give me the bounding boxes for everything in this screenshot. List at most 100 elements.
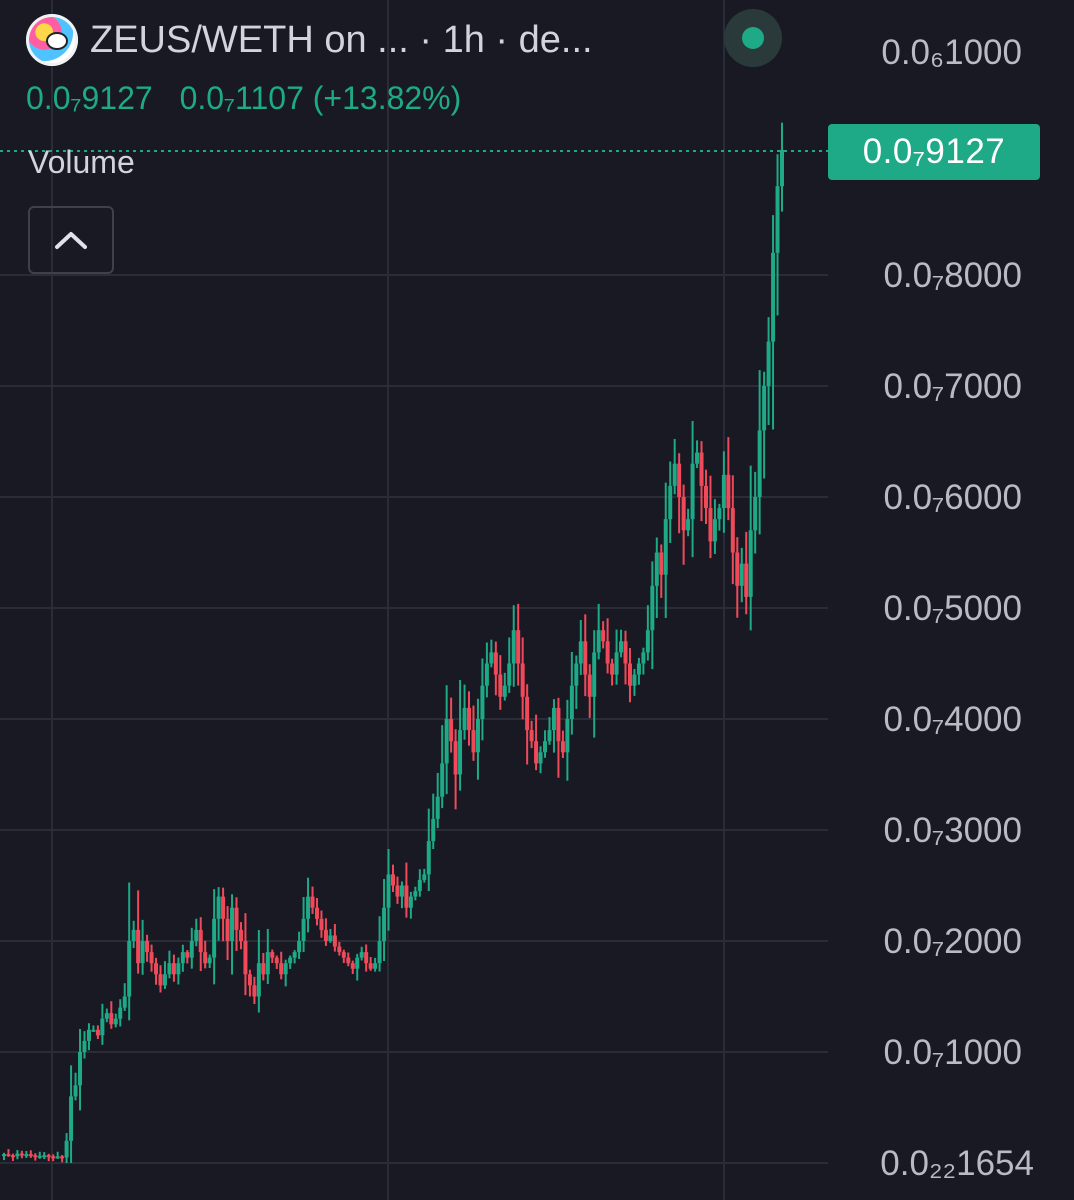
candle-up bbox=[399, 885, 404, 897]
candle-down bbox=[19, 1153, 24, 1156]
candle-up bbox=[632, 674, 637, 686]
candle-up bbox=[780, 149, 784, 187]
candle-up bbox=[64, 1140, 69, 1158]
price-axis-tick-label: 0.0₇6000 bbox=[883, 478, 1022, 517]
candle-down bbox=[337, 946, 342, 953]
candle-up bbox=[413, 891, 418, 897]
candle-down bbox=[314, 907, 319, 919]
candle-up bbox=[619, 641, 624, 653]
candle-up bbox=[511, 630, 516, 664]
live-status-button[interactable] bbox=[724, 9, 782, 67]
candle-up bbox=[176, 963, 181, 975]
collapse-button[interactable] bbox=[28, 206, 114, 274]
candle-down bbox=[735, 552, 740, 586]
candle-up bbox=[256, 963, 261, 997]
candle-down bbox=[681, 497, 686, 531]
price-axis-tick-label: 0.0₇1000 bbox=[883, 1033, 1022, 1072]
candle-up bbox=[668, 485, 673, 520]
candle-up bbox=[212, 918, 217, 958]
candle-up bbox=[180, 952, 185, 964]
candle-up bbox=[431, 818, 436, 842]
candle-down bbox=[610, 663, 615, 675]
candle-down bbox=[319, 918, 324, 930]
candle-up bbox=[265, 952, 270, 975]
candle-up bbox=[569, 685, 574, 719]
candle-up bbox=[636, 663, 641, 675]
candle-up bbox=[194, 929, 199, 941]
candle-up bbox=[551, 707, 556, 731]
candle-up bbox=[37, 1155, 42, 1158]
candle-down bbox=[744, 563, 749, 597]
candle-up bbox=[73, 1085, 78, 1097]
candle-down bbox=[627, 663, 632, 686]
candle-up bbox=[748, 530, 753, 597]
candle-up bbox=[547, 730, 552, 742]
ohlc-change: 0.0₇1107 (+13.82%) bbox=[179, 80, 462, 116]
candle-up bbox=[113, 1018, 118, 1025]
candle-up bbox=[435, 796, 440, 819]
candle-up bbox=[306, 896, 311, 919]
volume-label[interactable]: Volume bbox=[28, 144, 135, 180]
candle-down bbox=[46, 1155, 51, 1158]
candle-up bbox=[104, 1013, 109, 1019]
candle-up bbox=[721, 474, 726, 509]
candle-down bbox=[261, 963, 266, 975]
candle-up bbox=[118, 1007, 123, 1019]
candle-up bbox=[690, 463, 695, 520]
candle-down bbox=[730, 508, 735, 553]
candle-down bbox=[145, 941, 150, 953]
candle-down bbox=[350, 963, 355, 969]
candle-up bbox=[100, 1018, 105, 1036]
candle-down bbox=[252, 985, 257, 997]
candle-up bbox=[283, 963, 288, 975]
candle-down bbox=[10, 1155, 15, 1158]
candle-up bbox=[650, 585, 655, 631]
candle-up bbox=[207, 957, 212, 964]
candle-up bbox=[42, 1155, 47, 1158]
chart-grid bbox=[0, 0, 828, 1200]
candle-down bbox=[677, 463, 682, 497]
price-axis-tick-label: 0.0₇3000 bbox=[883, 811, 1022, 850]
candle-up bbox=[359, 952, 364, 958]
candle-up bbox=[475, 719, 480, 753]
candle-down bbox=[364, 952, 369, 964]
candle-down bbox=[560, 741, 565, 753]
price-axis-tick-label: 0.0₆1000 bbox=[881, 33, 1022, 72]
candle-up bbox=[86, 1029, 91, 1041]
token-avatar-icon[interactable] bbox=[26, 14, 78, 66]
candle-down bbox=[33, 1155, 38, 1158]
candle-up bbox=[382, 907, 387, 941]
candle-up bbox=[2, 1154, 6, 1157]
candle-up bbox=[140, 941, 145, 964]
candle-down bbox=[699, 452, 704, 486]
pair-title[interactable]: ZEUS/WETH on ... · 1h · de... bbox=[90, 18, 593, 61]
candle-down bbox=[221, 896, 226, 919]
candle-up bbox=[377, 941, 382, 964]
candle-up bbox=[55, 1156, 60, 1159]
candle-up bbox=[69, 1096, 74, 1141]
candle-up bbox=[91, 1029, 96, 1032]
price-axis[interactable]: 0.0₆1000 0.0₇8000 0.0₇7000 0.0₇6000 0.0₇5000… bbox=[880, 33, 1034, 1183]
candle-down bbox=[203, 952, 208, 964]
candle-up bbox=[596, 630, 601, 653]
candle-down bbox=[51, 1156, 56, 1159]
candle-down bbox=[234, 907, 239, 930]
candle-up bbox=[458, 730, 463, 775]
candle-up bbox=[386, 874, 391, 908]
candle-up bbox=[127, 941, 132, 997]
candle-down bbox=[493, 652, 498, 675]
candle-up bbox=[462, 707, 467, 731]
candle-down bbox=[703, 485, 708, 509]
candle-up bbox=[15, 1153, 20, 1157]
candle-down bbox=[28, 1154, 33, 1157]
candle-down bbox=[154, 963, 159, 975]
candle-up bbox=[717, 508, 722, 520]
chart-header: ZEUS/WETH on ... · 1h · de... bbox=[26, 14, 593, 66]
candle-down bbox=[605, 641, 610, 664]
current-price-badge: 0.0₇9127 bbox=[828, 124, 1040, 180]
candle-up bbox=[757, 430, 762, 497]
price-axis-tick-label: 0.0₇5000 bbox=[883, 589, 1022, 628]
candle-up bbox=[373, 963, 378, 969]
candle-down bbox=[247, 974, 252, 986]
